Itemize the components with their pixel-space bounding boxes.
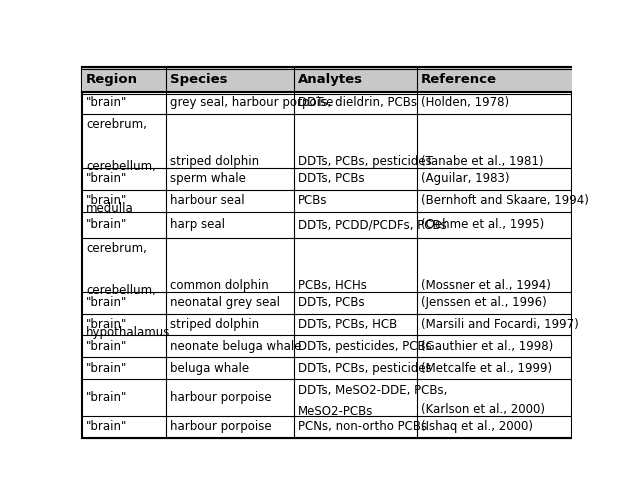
Text: Species: Species xyxy=(170,73,227,86)
Text: (Gauthier et al., 1998): (Gauthier et al., 1998) xyxy=(421,340,553,353)
Text: PCBs: PCBs xyxy=(298,194,328,207)
Text: harp seal: harp seal xyxy=(170,218,225,231)
Text: "brain": "brain" xyxy=(86,362,127,374)
Text: grey seal, harbour porpoise: grey seal, harbour porpoise xyxy=(170,96,333,109)
Text: "brain": "brain" xyxy=(86,391,127,404)
Text: "brain": "brain" xyxy=(86,194,127,207)
Text: "brain": "brain" xyxy=(86,218,127,231)
Text: cerebrum,

cerebellum,

hypothalamus: cerebrum, cerebellum, hypothalamus xyxy=(86,242,170,339)
Bar xyxy=(82,67,572,92)
Text: (Karlson et al., 2000): (Karlson et al., 2000) xyxy=(421,403,545,416)
Text: DDTs, PCDD/PCDFs, PCBs: DDTs, PCDD/PCDFs, PCBs xyxy=(298,218,446,231)
Text: (Ishaq et al., 2000): (Ishaq et al., 2000) xyxy=(421,420,533,433)
Text: Reference: Reference xyxy=(421,73,497,86)
Text: DDTs, PCBs, pesticides: DDTs, PCBs, pesticides xyxy=(298,155,432,169)
Text: harbour porpoise: harbour porpoise xyxy=(170,420,272,433)
Text: common dolphin: common dolphin xyxy=(170,279,268,292)
Text: (Marsili and Focardi, 1997): (Marsili and Focardi, 1997) xyxy=(421,318,579,331)
Text: harbour seal: harbour seal xyxy=(170,194,244,207)
Text: striped dolphin: striped dolphin xyxy=(170,155,259,169)
Text: PCBs, HCHs: PCBs, HCHs xyxy=(298,279,367,292)
Text: DDTs, MeSO2-DDE, PCBs,
MeSO2-PCBs: DDTs, MeSO2-DDE, PCBs, MeSO2-PCBs xyxy=(298,383,447,418)
Text: neonatal grey seal: neonatal grey seal xyxy=(170,296,280,310)
Text: (Holden, 1978): (Holden, 1978) xyxy=(421,96,509,109)
Text: sperm whale: sperm whale xyxy=(170,173,245,186)
Text: DDTs, PCBs, HCB: DDTs, PCBs, HCB xyxy=(298,318,397,331)
Text: "brain": "brain" xyxy=(86,96,127,109)
Text: (Bernhoft and Skaare, 1994): (Bernhoft and Skaare, 1994) xyxy=(421,194,589,207)
Text: "brain": "brain" xyxy=(86,318,127,331)
Text: beluga whale: beluga whale xyxy=(170,362,249,374)
Text: (Oehme et al., 1995): (Oehme et al., 1995) xyxy=(421,218,544,231)
Text: DDTs, pesticides, PCBs: DDTs, pesticides, PCBs xyxy=(298,340,432,353)
Text: (Aguilar, 1983): (Aguilar, 1983) xyxy=(421,173,509,186)
Text: DDTs, PCBs, pesticides: DDTs, PCBs, pesticides xyxy=(298,362,432,374)
Text: "brain": "brain" xyxy=(86,420,127,433)
Text: DDTs, PCBs: DDTs, PCBs xyxy=(298,296,364,310)
Text: (Jenssen et al., 1996): (Jenssen et al., 1996) xyxy=(421,296,547,310)
Text: "brain": "brain" xyxy=(86,296,127,310)
Text: "brain": "brain" xyxy=(86,173,127,186)
Text: DDTs, dieldrin, PCBs: DDTs, dieldrin, PCBs xyxy=(298,96,417,109)
Text: Region: Region xyxy=(86,73,138,86)
Text: "brain": "brain" xyxy=(86,340,127,353)
Text: Analytes: Analytes xyxy=(298,73,363,86)
Text: DDTs, PCBs: DDTs, PCBs xyxy=(298,173,364,186)
Text: striped dolphin: striped dolphin xyxy=(170,318,259,331)
Text: harbour porpoise: harbour porpoise xyxy=(170,391,272,404)
Text: PCNs, non-ortho PCBs: PCNs, non-ortho PCBs xyxy=(298,420,427,433)
Text: (Metcalfe et al., 1999): (Metcalfe et al., 1999) xyxy=(421,362,552,374)
Text: (Mossner et al., 1994): (Mossner et al., 1994) xyxy=(421,279,551,292)
Text: (Tanabe et al., 1981): (Tanabe et al., 1981) xyxy=(421,155,544,169)
Text: cerebrum,

cerebellum,

medulla: cerebrum, cerebellum, medulla xyxy=(86,119,156,215)
Text: neonate beluga whale: neonate beluga whale xyxy=(170,340,301,353)
